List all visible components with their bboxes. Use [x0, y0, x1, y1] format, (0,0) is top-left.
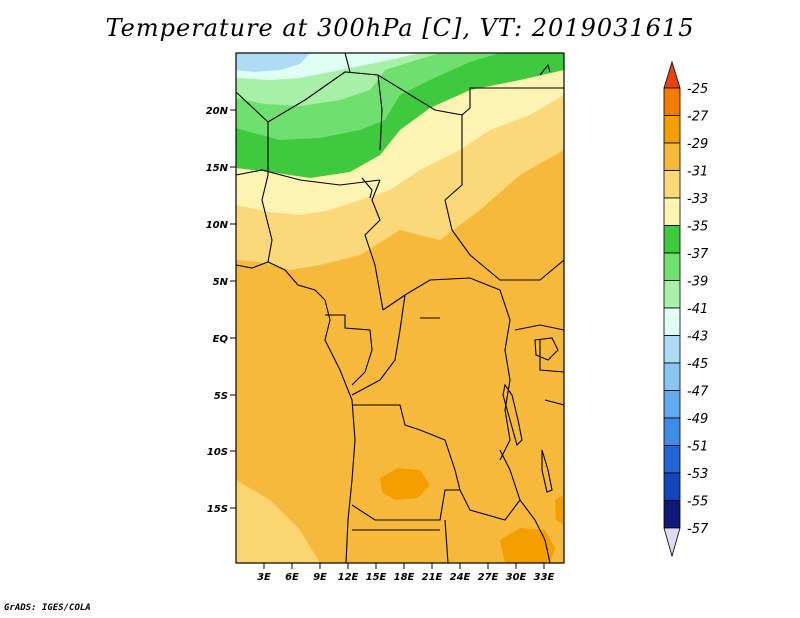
coastline-west	[236, 261, 356, 563]
colorbar-swatch	[663, 500, 681, 529]
colorbar-bottom-arrow	[663, 527, 681, 558]
border-misc-1	[361, 177, 373, 199]
lon-label: 12E	[338, 572, 359, 583]
border-mozambique	[519, 499, 551, 563]
colorbar-label: -27	[687, 110, 709, 125]
lon-label: 33E	[534, 572, 555, 583]
border-east-1	[499, 289, 511, 461]
colorbar-label: -41	[687, 302, 708, 317]
border-congo-3	[352, 404, 461, 491]
colorbar-label: -45	[687, 357, 708, 372]
border-chad-1	[364, 179, 384, 311]
colorbar-swatch	[663, 417, 681, 446]
colorbar-swatch	[663, 307, 681, 336]
colorbar-swatch	[663, 472, 681, 501]
field-patch-minus-31-sw	[236, 480, 320, 563]
colorbar-swatch	[663, 87, 681, 116]
colorbar: -25 -27 -29 -31 -33 -35 -37 -39 -41 -43 …	[663, 60, 709, 558]
lon-label: 27E	[478, 572, 499, 583]
border-sahel-2	[261, 122, 273, 263]
lake-tanganyika	[502, 383, 523, 447]
colorbar-label: -55	[687, 495, 708, 510]
border-sahel-1	[236, 169, 381, 186]
field-band-minus-45	[236, 53, 310, 72]
border-angola	[351, 489, 460, 521]
colorbar-swatch	[663, 170, 681, 199]
colorbar-label: -33	[687, 192, 708, 207]
colorbar-label: -49	[687, 412, 708, 427]
border-north-2	[344, 53, 351, 73]
border-car	[382, 277, 501, 311]
lon-label: 9E	[313, 572, 327, 583]
lat-label: 15N	[206, 163, 229, 174]
colorbar-label: -51	[687, 440, 708, 455]
lon-label: 3E	[257, 572, 271, 583]
colorbar-label: -53	[687, 467, 708, 482]
lon-axis: 3E 6E 9E 12E 15E 18E 21E 24E 27E 30E 33E	[257, 563, 555, 583]
colorbar-swatch	[663, 445, 681, 474]
border-north-4	[461, 87, 564, 116]
colorbar-label: -39	[687, 275, 708, 290]
border-botswana	[444, 519, 449, 563]
field-patch-minus-27-b	[500, 528, 555, 563]
border-congo-2	[351, 294, 406, 396]
lon-label: 30E	[506, 572, 527, 583]
colorbar-label: -47	[687, 385, 709, 400]
colorbar-swatch	[663, 335, 681, 364]
grads-credit: GrADS: IGES/COLA	[4, 603, 91, 613]
border-east-4	[544, 399, 564, 406]
colorbar-swatch	[663, 115, 681, 144]
border-red-sea	[539, 63, 551, 76]
colorbar-swatch	[663, 362, 681, 391]
boundaries	[236, 53, 564, 563]
border-east-3	[539, 340, 564, 373]
colorbar-swatch	[663, 142, 681, 171]
lake-malawi	[541, 449, 553, 493]
lat-label: 15S	[207, 504, 228, 515]
lat-label: 20N	[206, 106, 229, 117]
lake-victoria	[534, 337, 559, 361]
lon-label: 15E	[366, 572, 387, 583]
colorbar-label: -31	[687, 165, 708, 180]
colorbar-swatch	[663, 390, 681, 419]
field-patch-minus-27-a	[380, 468, 430, 500]
colorbar-swatch	[663, 197, 681, 226]
border-congo-1	[325, 314, 373, 386]
colorbar-label: -35	[687, 220, 708, 235]
map-title: Temperature at 300hPa [C], VT: 201903161…	[105, 14, 695, 42]
colorbar-swatch	[663, 280, 681, 309]
field-patch-minus-27-c	[555, 495, 564, 525]
lon-label: 18E	[394, 572, 415, 583]
temperature-field	[236, 53, 564, 563]
border-chad-2	[444, 199, 564, 281]
colorbar-label: -29	[687, 137, 708, 152]
lon-label: 21E	[422, 572, 443, 583]
colorbar-label: -43	[687, 330, 708, 345]
colorbar-swatch	[663, 225, 681, 254]
lat-label: 10S	[207, 447, 228, 458]
lat-label: 10N	[206, 220, 229, 231]
colorbar-label: -37	[687, 247, 709, 262]
border-east-2	[514, 324, 564, 331]
lat-label: 5N	[213, 277, 229, 288]
map-frame	[235, 52, 565, 564]
colorbar-label: -25	[687, 82, 708, 97]
colorbar-top-arrow	[663, 60, 681, 89]
colorbar-swatch	[663, 252, 681, 281]
lon-label: 24E	[450, 572, 471, 583]
lat-label: EQ	[213, 334, 229, 345]
lat-axis: 20N 15N 10N 5N EQ 5S 10S 15S	[206, 106, 236, 515]
border-zambia	[459, 449, 521, 521]
lat-label: 5S	[214, 391, 228, 402]
lon-label: 6E	[285, 572, 299, 583]
colorbar-label: -57	[687, 522, 709, 537]
